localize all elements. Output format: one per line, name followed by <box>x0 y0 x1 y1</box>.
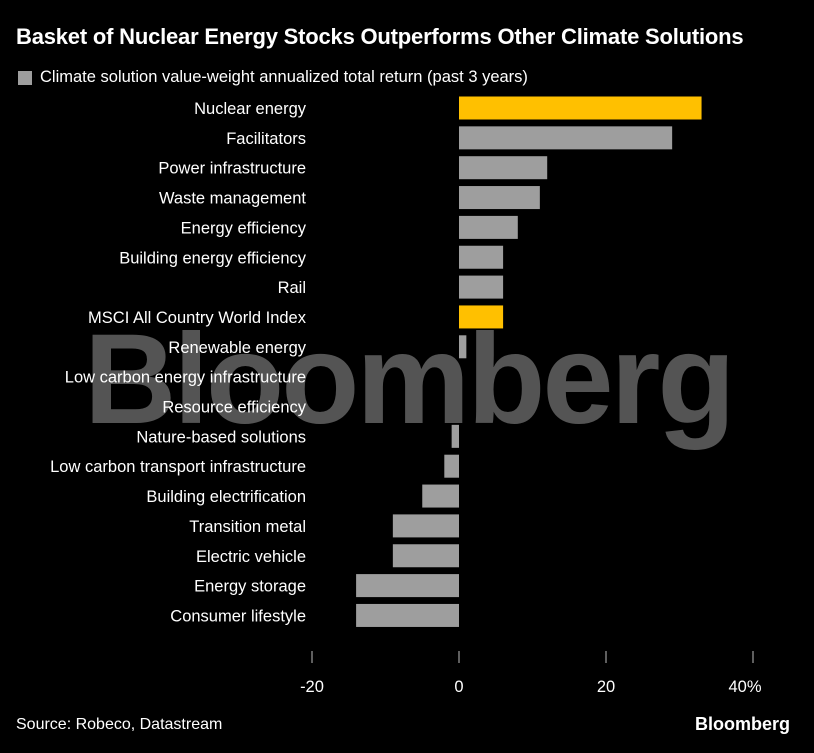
legend: Climate solution value-weight annualized… <box>18 68 528 87</box>
bar <box>356 603 459 627</box>
category-label: Nature-based solutions <box>136 428 306 446</box>
category-label: Electric vehicle <box>196 548 306 566</box>
bar <box>459 96 702 120</box>
bar <box>459 215 518 239</box>
category-label: Energy storage <box>194 578 306 596</box>
category-label: Consumer lifestyle <box>170 607 306 625</box>
category-label: Waste management <box>159 190 306 208</box>
bar <box>451 424 459 448</box>
category-label: Facilitators <box>226 130 306 148</box>
source-note: Source: Robeco, Datastream <box>16 716 223 733</box>
category-label: Energy efficiency <box>181 219 307 237</box>
category-label: MSCI All Country World Index <box>88 309 307 327</box>
x-tick-label: 20 <box>597 678 615 696</box>
legend-label: Climate solution value-weight annualized… <box>40 68 528 86</box>
bar <box>459 186 540 210</box>
category-label: Building energy efficiency <box>119 249 307 267</box>
x-tick-label: 40% <box>728 678 761 696</box>
bar <box>356 574 459 598</box>
category-label: Resource efficiency <box>162 399 306 417</box>
legend-swatch <box>18 70 32 85</box>
x-tick-label: -20 <box>300 678 324 696</box>
bar <box>459 275 504 299</box>
bar <box>392 544 459 568</box>
bar <box>459 305 504 329</box>
bar <box>422 484 459 508</box>
bar <box>459 126 673 150</box>
bar <box>459 156 548 180</box>
category-label: Low carbon energy infrastructure <box>65 369 306 387</box>
category-label: Low carbon transport infrastructure <box>50 458 306 476</box>
bar <box>392 514 459 538</box>
category-label: Nuclear energy <box>194 100 307 118</box>
category-label: Renewable energy <box>168 339 306 357</box>
category-label: Building electrification <box>146 488 306 506</box>
x-tick-label: 0 <box>454 678 463 696</box>
bloomberg-logo: Bloomberg <box>694 714 790 734</box>
chart-title: Basket of Nuclear Energy Stocks Outperfo… <box>16 24 744 49</box>
bar <box>444 454 459 478</box>
category-label: Transition metal <box>189 518 306 536</box>
category-label: Rail <box>278 279 306 297</box>
bar <box>459 335 467 359</box>
bar <box>459 245 504 269</box>
category-label: Power infrastructure <box>158 160 306 178</box>
